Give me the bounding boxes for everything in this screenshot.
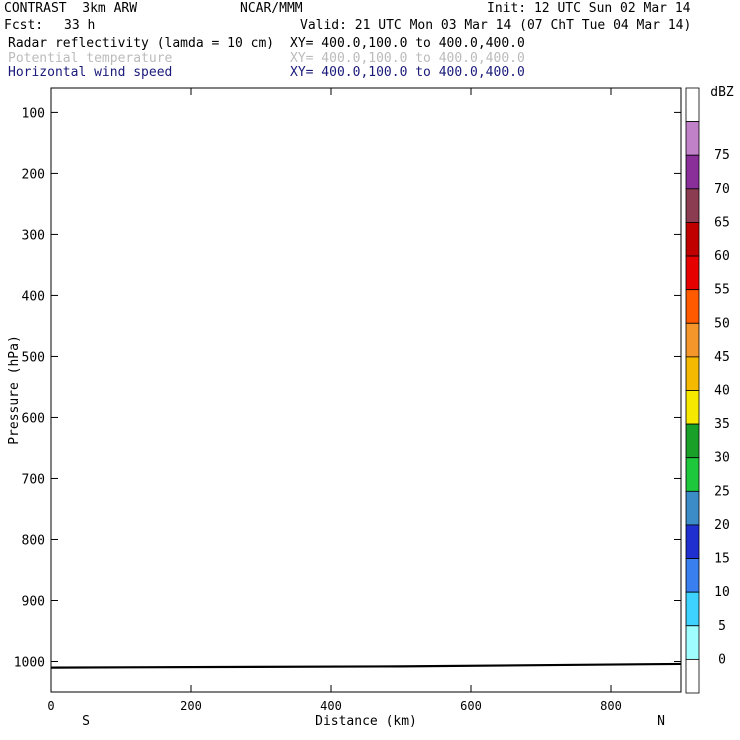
colorbar-label: 20: [714, 518, 730, 533]
colorbar-label: 75: [714, 148, 730, 163]
x-tick-label: 400: [320, 699, 342, 713]
colorbar-swatch: [685, 457, 700, 492]
colorbar-label: 30: [714, 451, 730, 466]
colorbar-swatch: [685, 222, 700, 257]
x-tick-label: 800: [600, 699, 622, 713]
colorbar-label: 40: [714, 384, 730, 399]
ground-surface-line: [50, 662, 682, 669]
colorbar-swatch: [685, 390, 700, 425]
colorbar-swatch: [685, 289, 700, 324]
field-xy-wind: XY= 400.0,100.0 to 400.0,400.0: [290, 65, 525, 80]
y-tick-label: 900: [22, 594, 45, 609]
y-axis-title: Pressure (hPa): [7, 335, 22, 445]
y-tick-label: 400: [22, 289, 45, 304]
x-tick-label: 600: [460, 699, 482, 713]
colorbar-swatch: [685, 524, 700, 559]
fcst-value: 33 h: [64, 18, 96, 33]
colorbar-swatch: [685, 121, 700, 156]
org-label: NCAR/MMM: [240, 1, 303, 16]
colorbar-label: 50: [714, 316, 730, 331]
x-axis-title: Distance (km): [315, 714, 417, 729]
x-tick-label: 200: [180, 699, 202, 713]
plot-background: [51, 88, 681, 692]
colorbar-swatch: [685, 356, 700, 391]
colorbar-swatch: [685, 255, 700, 291]
colorbar-swatch: [685, 591, 700, 627]
y-tick-label: 100: [22, 106, 45, 121]
field-name-wind: Horizontal wind speed: [8, 65, 173, 80]
y-tick-label: 200: [22, 167, 45, 182]
colorbar-label: 60: [714, 249, 730, 264]
valid-time: Valid: 21 UTC Mon 03 Mar 14 (07 ChT Tue …: [300, 18, 692, 33]
y-tick-label: 800: [22, 533, 45, 548]
colorbar-label: 70: [714, 182, 730, 197]
endpoint-label-right: N: [657, 714, 665, 729]
init-time: Init: 12 UTC Sun 02 Mar 14: [487, 1, 691, 16]
colorbar-title: dBZ: [710, 85, 734, 100]
endpoint-label-left: S: [82, 714, 90, 729]
colorbar-swatch: [685, 625, 700, 660]
colorbar-swatch: [685, 658, 700, 694]
fcst-label: Fcst:: [4, 18, 44, 33]
colorbar-swatch: [685, 322, 700, 358]
colorbar-label: 5: [718, 619, 726, 634]
y-tick-label: 600: [22, 411, 45, 426]
colorbar-swatch: [685, 154, 700, 190]
colorbar-label: 15: [714, 552, 730, 567]
plot-frame: [50, 87, 682, 693]
colorbar-label: 25: [714, 484, 730, 499]
field-xy-theta: XY= 400.0,100.0 to 400.0,400.0: [290, 51, 525, 66]
field-xy-reflectivity: XY= 400.0,100.0 to 400.0,400.0: [290, 36, 525, 51]
colorbar-label: 55: [714, 283, 730, 298]
colorbar-label: 10: [714, 585, 730, 600]
colorbar-swatch: [685, 188, 700, 223]
axes-layer: 100 200 300 400 500 600 700 800 900 1000 0 200 400 60…: [7, 87, 682, 729]
x-tick-label: 0: [47, 699, 54, 713]
colorbar-swatch: [685, 490, 700, 526]
colorbar-label: 0: [718, 652, 726, 667]
field-name-reflectivity: Radar reflectivity (lamda = 10 cm): [8, 36, 275, 51]
field-name-theta: Potential temperature: [8, 51, 173, 66]
y-tick-label: 700: [22, 472, 45, 487]
y-tick-label: 500: [22, 350, 45, 365]
colorbar-label: 45: [714, 350, 730, 365]
colorbar-swatch: [685, 423, 700, 459]
colorbar-label: 65: [714, 215, 730, 230]
colorbar-swatch: [685, 558, 700, 593]
y-tick-label: 300: [22, 228, 45, 243]
y-tick-label: 1000: [14, 655, 45, 670]
colorbar-swatch: [685, 87, 700, 123]
colorbar-label: 35: [714, 417, 730, 432]
colorbar: dBZ 0 5 10 15 20 25 30 35 40 45 50 55 60 65 70 75: [685, 85, 734, 694]
model-title: CONTRAST 3km ARW: [4, 1, 138, 16]
